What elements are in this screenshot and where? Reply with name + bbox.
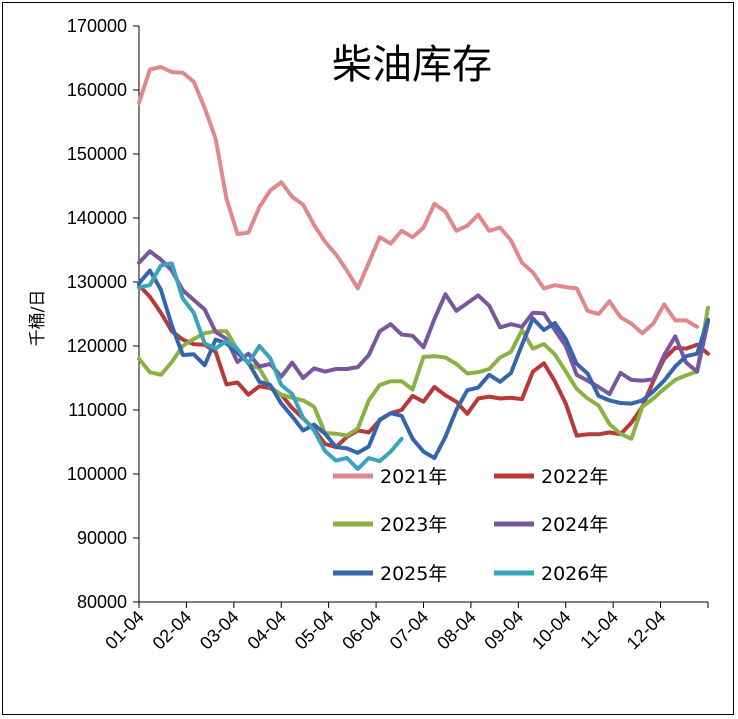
legend-label: 2025年 xyxy=(380,563,447,585)
chart-title: 柴油库存 xyxy=(332,42,492,88)
legend: 2021年 2022年 2023年 2024年 2025年 2026年 xyxy=(333,466,608,585)
series-lines xyxy=(137,65,710,471)
y-tick-label: 160000 xyxy=(67,80,127,100)
y-tick-label: 170000 xyxy=(67,16,127,36)
legend-label: 2024年 xyxy=(541,514,608,536)
series-line-1 xyxy=(137,65,700,336)
y-ticks: 80000 90000 100000 110000 120000 130000 140000… xyxy=(67,16,139,612)
legend-label: 2021年 xyxy=(380,466,447,488)
x-tick-label: 09-04 xyxy=(480,607,527,654)
x-tick-label: 05-04 xyxy=(291,607,338,654)
y-tick-label: 80000 xyxy=(77,592,127,612)
y-tick-label: 150000 xyxy=(67,144,127,164)
legend-label: 2026年 xyxy=(541,563,608,585)
y-tick-label: 90000 xyxy=(77,528,127,548)
series-line-2 xyxy=(137,283,710,450)
x-tick-label: 03-04 xyxy=(196,607,243,654)
y-axis-label: 千桶/日 xyxy=(28,290,48,347)
series-line-5 xyxy=(137,268,710,460)
x-tick-label: 07-04 xyxy=(386,607,433,654)
legend-label: 2022年 xyxy=(541,466,608,488)
y-tick-label: 100000 xyxy=(67,464,127,484)
x-tick-label: 08-04 xyxy=(433,607,480,654)
x-tick-label: 02-04 xyxy=(149,607,196,654)
y-tick-label: 120000 xyxy=(67,336,127,356)
y-tick-label: 140000 xyxy=(67,208,127,228)
x-ticks: 01-04 02-04 03-04 04-04 05-04 06-04 07-04 08-04… xyxy=(101,602,709,654)
x-tick-label: 12-04 xyxy=(623,607,670,654)
legend-label: 2023年 xyxy=(380,514,447,536)
x-tick-label: 11-04 xyxy=(576,607,622,653)
series-line-3 xyxy=(137,305,710,441)
y-tick-label: 110000 xyxy=(68,400,127,420)
x-tick-label: 10-04 xyxy=(528,607,575,654)
y-tick-label: 130000 xyxy=(67,272,127,292)
x-tick-label: 04-04 xyxy=(243,607,290,654)
x-tick-label: 01-04 xyxy=(101,607,148,654)
series-line-6 xyxy=(137,261,404,471)
x-tick-label: 06-04 xyxy=(338,607,385,654)
series-line-4 xyxy=(137,249,710,396)
